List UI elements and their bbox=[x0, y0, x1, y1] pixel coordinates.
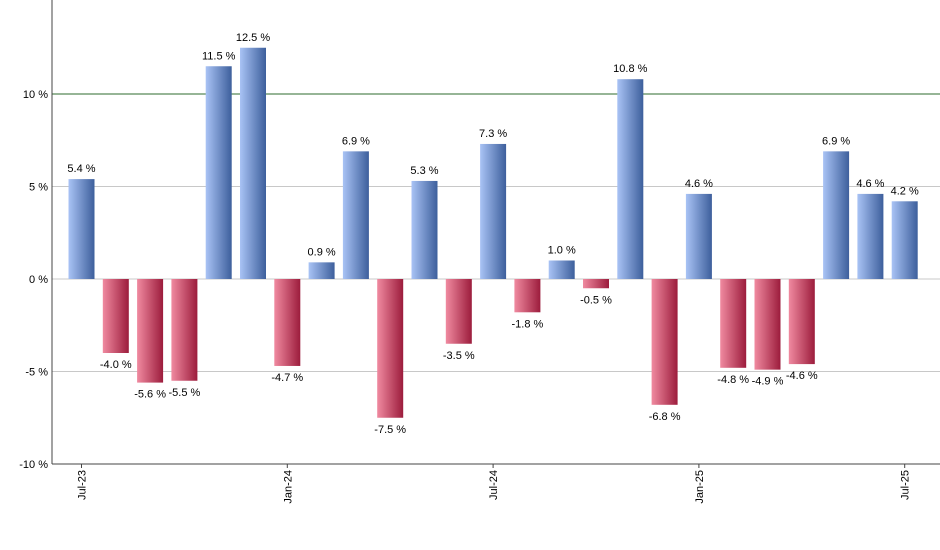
bar bbox=[514, 279, 541, 313]
data-label: 4.6 % bbox=[685, 178, 713, 190]
bar bbox=[685, 193, 712, 279]
data-label: -4.8 % bbox=[717, 374, 749, 386]
data-label: -3.5 % bbox=[443, 350, 475, 362]
x-tick-label: Jan-24 bbox=[282, 470, 294, 504]
y-tick-label: -5 % bbox=[25, 367, 48, 379]
bar bbox=[445, 279, 472, 344]
x-tick-label: Jan-25 bbox=[694, 470, 706, 504]
bar bbox=[342, 151, 369, 279]
bar bbox=[548, 260, 575, 279]
data-label: -4.7 % bbox=[271, 372, 303, 384]
data-label: -4.0 % bbox=[100, 359, 132, 371]
bar bbox=[720, 279, 747, 368]
data-label: 11.5 % bbox=[202, 50, 236, 62]
bar bbox=[651, 279, 678, 405]
data-label: 6.9 % bbox=[342, 135, 370, 147]
data-label: -4.9 % bbox=[752, 376, 784, 388]
bar bbox=[102, 279, 129, 353]
bar bbox=[617, 79, 644, 279]
data-labels: 5.4 % -4.0 % -5.6 % -5.5 % 11.5 %12.5 % -4.7 … bbox=[67, 32, 919, 436]
data-label: 10.8 % bbox=[613, 63, 647, 75]
data-label: 4.2 % bbox=[891, 185, 919, 197]
x-tick-label: Jul-23 bbox=[77, 470, 89, 500]
bar bbox=[411, 180, 438, 279]
data-label: 1.0 % bbox=[548, 245, 576, 257]
bar bbox=[754, 279, 781, 370]
data-label: -6.8 % bbox=[649, 411, 681, 423]
x-tick-label: Jul-25 bbox=[900, 470, 912, 500]
y-tick-label: -10 % bbox=[19, 459, 48, 471]
bar bbox=[891, 201, 918, 279]
bar bbox=[68, 179, 95, 279]
bar bbox=[274, 279, 301, 366]
data-label: 5.4 % bbox=[67, 163, 95, 175]
data-label: -5.6 % bbox=[134, 389, 166, 401]
data-label: 12.5 % bbox=[236, 32, 270, 44]
bar bbox=[857, 193, 884, 279]
bar bbox=[137, 279, 164, 383]
data-label: -4.6 % bbox=[786, 370, 818, 382]
bar bbox=[788, 279, 815, 365]
x-axis-tick-labels: Jul-23 Jan-24 Jul-24 Jan-25 Jul-25 bbox=[77, 464, 912, 504]
data-label: -0.5 % bbox=[580, 294, 612, 306]
bar-series bbox=[68, 47, 918, 418]
bar bbox=[583, 279, 609, 289]
bar bbox=[480, 143, 507, 279]
data-label: 4.6 % bbox=[856, 178, 884, 190]
data-label: 7.3 % bbox=[479, 128, 507, 140]
bar bbox=[377, 279, 404, 418]
data-label: 5.3 % bbox=[410, 165, 438, 177]
y-axis-tick-labels: 10 % 5 % 0 % -5 % -10 % bbox=[19, 89, 48, 471]
data-label: -1.8 % bbox=[512, 318, 544, 330]
data-label: 0.9 % bbox=[308, 246, 336, 258]
bar bbox=[171, 279, 198, 381]
x-tick-label: Jul-24 bbox=[488, 470, 500, 500]
bar bbox=[205, 66, 232, 279]
bar bbox=[308, 262, 335, 279]
data-label: -5.5 % bbox=[169, 387, 201, 399]
data-label: 6.9 % bbox=[822, 135, 850, 147]
y-tick-label: 0 % bbox=[29, 274, 48, 286]
bar bbox=[823, 151, 850, 279]
y-tick-label: 5 % bbox=[29, 182, 48, 194]
bar bbox=[240, 47, 266, 279]
y-tick-label: 10 % bbox=[23, 89, 48, 101]
axes bbox=[51, 0, 940, 465]
data-label: -7.5 % bbox=[374, 424, 406, 436]
